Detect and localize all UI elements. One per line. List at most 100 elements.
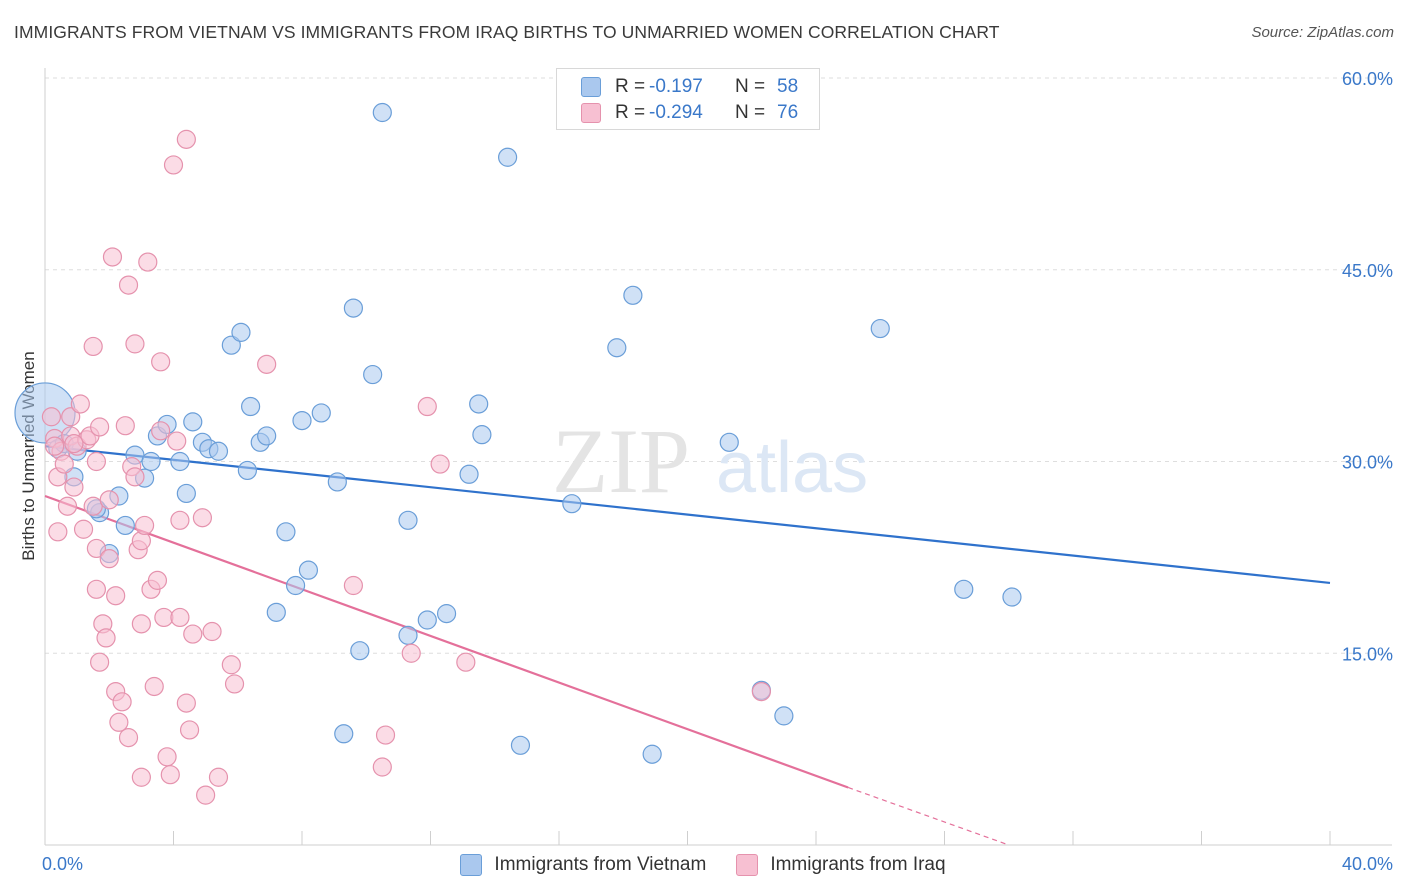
vietnam-point (1002, 587, 1022, 607)
iraq-point (208, 767, 229, 787)
iraq-point (456, 652, 476, 672)
iraq-point (99, 549, 119, 569)
iraq-point (96, 628, 116, 648)
iraq-point (115, 416, 135, 436)
vietnam-point (285, 575, 306, 596)
legend-item-vietnam[interactable]: Immigrants from Vietnam (460, 854, 706, 876)
iraq-point (163, 155, 184, 175)
iraq-point (106, 586, 126, 606)
vietnam-point (719, 432, 739, 452)
legend-label-iraq: Immigrants from Iraq (770, 854, 946, 875)
iraq-point (147, 570, 168, 590)
iraq-point (90, 652, 110, 672)
n-value: 58 (777, 76, 799, 97)
vietnam-point (334, 724, 354, 744)
iraq-point (57, 496, 78, 516)
vietnam-point (436, 604, 457, 624)
x-tick-labels: 0.0% 40.0% (42, 854, 1393, 874)
iraq-point (118, 728, 139, 748)
iraq-point (224, 674, 245, 694)
stats-legend: R = -0.197 N = 58 R = -0.294 N = 76 (556, 68, 820, 130)
vietnam-point (398, 510, 418, 530)
iraq-point (131, 767, 151, 787)
vietnam-point (266, 602, 286, 622)
vietnam-point (363, 364, 383, 385)
iraq-point (170, 510, 190, 530)
iraq-point (343, 575, 363, 596)
vietnam-point (472, 425, 492, 445)
iraq-point (86, 538, 107, 559)
y-tick-label: 45.0% (1342, 261, 1393, 281)
legend-label-vietnam: Immigrants from Vietnam (494, 854, 707, 875)
vietnam-point (292, 410, 312, 431)
x-tick-label-min: 0.0% (42, 854, 83, 874)
r-value: -0.197 (649, 76, 703, 97)
stats-row-vietnam: R = -0.197 N = 58 (581, 74, 798, 100)
iraq-point (41, 407, 62, 427)
iraq-trend-line (44, 494, 849, 789)
iraq-point (401, 643, 421, 663)
data-points (14, 102, 1022, 805)
iraq-trend-extension (847, 786, 1009, 846)
iraq-point (167, 431, 187, 451)
vietnam-point (343, 298, 363, 318)
vietnam-point (237, 460, 257, 481)
iraq-point (109, 712, 129, 732)
iraq-point (99, 490, 119, 510)
iraq-point (48, 522, 68, 542)
iraq-point (154, 607, 174, 628)
vietnam-point (510, 735, 531, 755)
iraq-point (221, 655, 241, 675)
iraq-point (90, 417, 110, 437)
vietnam-point (774, 706, 794, 726)
watermark: ZIP atlas (552, 410, 868, 512)
iraq-point (64, 477, 84, 497)
iraq-point (54, 454, 74, 474)
iraq-legend-swatch (736, 854, 759, 876)
vietnam-point (469, 394, 489, 414)
iraq-point (417, 396, 437, 417)
iraq-point (192, 508, 213, 528)
iraq-point (118, 275, 139, 295)
iraq-point (144, 676, 164, 697)
vietnam-point (141, 451, 161, 472)
trend-lines (44, 445, 1331, 846)
vietnam-swatch (581, 77, 601, 97)
vietnam-legend-swatch (460, 854, 483, 876)
n-label: N = (735, 102, 766, 123)
y-tick-label: 30.0% (1342, 453, 1393, 473)
vietnam-point (257, 426, 277, 446)
iraq-point (430, 454, 450, 474)
iraq-point (157, 747, 177, 767)
vietnam-point (276, 522, 296, 542)
vietnam-point (176, 483, 196, 504)
vietnam-point (208, 441, 229, 461)
watermark-atlas: atlas (716, 428, 868, 508)
vietnam-point (607, 338, 627, 358)
iraq-point (73, 519, 94, 539)
iraq-point (170, 607, 190, 628)
iraq-point (151, 421, 171, 441)
iraq-point (179, 720, 200, 740)
vietnam-point (115, 515, 135, 536)
y-tick-label: 60.0% (1342, 69, 1393, 89)
iraq-point (176, 129, 196, 149)
vietnam-point (954, 579, 974, 599)
stats-row-iraq: R = -0.294 N = 76 (581, 100, 798, 126)
iraq-point (751, 681, 771, 702)
y-tick-labels: 15.0% 30.0% 45.0% 60.0% (1342, 69, 1393, 664)
iraq-point (131, 614, 151, 634)
vietnam-point (327, 472, 347, 492)
vietnam-point (350, 641, 370, 661)
axes (44, 68, 1392, 846)
iraq-swatch (581, 103, 601, 123)
iraq-point (134, 515, 155, 536)
iraq-point (125, 334, 145, 354)
vietnam-point (459, 464, 479, 484)
legend-item-iraq[interactable]: Immigrants from Iraq (736, 854, 946, 876)
iraq-point (102, 247, 123, 267)
vietnam-point (183, 412, 203, 432)
iraq-point (86, 451, 107, 472)
chart-title: IMMIGRANTS FROM VIETNAM VS IMMIGRANTS FR… (14, 22, 1000, 42)
